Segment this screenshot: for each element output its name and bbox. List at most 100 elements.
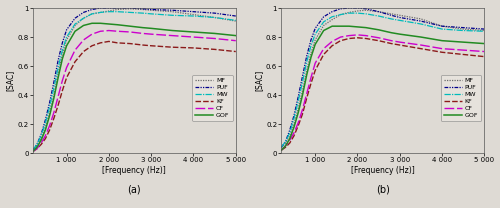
KF: [278, 149, 284, 151]
PUF: [338, 7, 344, 10]
CF: [60, 79, 66, 82]
Y-axis label: [SAC]: [SAC]: [254, 70, 263, 91]
KF: [42, 137, 48, 140]
PUF: [354, 7, 360, 9]
Line: GOF: GOF: [33, 23, 236, 152]
KF: [439, 51, 445, 53]
KF: [127, 42, 133, 45]
KF: [60, 89, 66, 92]
CF: [338, 36, 344, 38]
MW: [89, 13, 95, 15]
GOF: [482, 42, 488, 45]
GOF: [148, 27, 154, 30]
CF: [418, 44, 424, 46]
PUF: [482, 28, 488, 30]
PUF: [439, 25, 445, 27]
CF: [376, 37, 382, 39]
KF: [140, 44, 145, 46]
Line: MF: MF: [33, 9, 236, 150]
MW: [114, 10, 120, 13]
PUF: [363, 7, 369, 10]
MW: [418, 23, 424, 25]
Text: (a): (a): [128, 185, 141, 195]
CF: [388, 40, 394, 42]
MW: [304, 61, 310, 63]
Line: MW: MW: [33, 12, 236, 150]
GOF: [190, 31, 196, 33]
MF: [46, 111, 52, 114]
KF: [363, 37, 369, 40]
KF: [338, 40, 344, 42]
KF: [72, 61, 78, 63]
GOF: [363, 26, 369, 29]
MF: [418, 18, 424, 20]
KF: [30, 150, 36, 153]
X-axis label: [Frequency (Hz)]: [Frequency (Hz)]: [102, 166, 166, 175]
CF: [304, 92, 310, 95]
PUF: [64, 28, 70, 31]
CF: [190, 36, 196, 38]
MW: [233, 19, 239, 22]
GOF: [329, 25, 335, 27]
PUF: [190, 10, 196, 13]
KF: [51, 117, 57, 120]
KF: [329, 45, 335, 47]
MF: [439, 25, 445, 27]
PUF: [106, 7, 112, 9]
CF: [106, 29, 112, 32]
MF: [89, 13, 95, 15]
KF: [55, 104, 61, 106]
CF: [312, 62, 318, 64]
PUF: [170, 9, 175, 11]
Text: (b): (b): [376, 185, 390, 195]
MW: [287, 131, 293, 134]
PUF: [212, 12, 218, 14]
PUF: [300, 75, 306, 77]
GOF: [439, 40, 445, 42]
Y-axis label: [SAC]: [SAC]: [6, 70, 15, 91]
CF: [300, 108, 306, 111]
GOF: [46, 114, 52, 117]
MW: [296, 100, 302, 102]
MW: [38, 134, 44, 137]
Legend: MF, PUF, MW, KF, CF, GOF: MF, PUF, MW, KF, CF, GOF: [441, 75, 482, 121]
GOF: [354, 26, 360, 28]
GOF: [291, 126, 297, 128]
PUF: [42, 118, 48, 121]
GOF: [72, 30, 78, 32]
PUF: [55, 59, 61, 62]
MW: [282, 140, 288, 143]
CF: [212, 37, 218, 40]
MF: [30, 149, 36, 151]
GOF: [34, 146, 40, 149]
GOF: [42, 129, 48, 131]
KF: [190, 47, 196, 49]
KF: [170, 46, 175, 48]
MW: [148, 13, 154, 15]
Line: PUF: PUF: [282, 8, 484, 147]
PUF: [38, 133, 44, 135]
MF: [320, 24, 326, 27]
KF: [388, 42, 394, 45]
PUF: [388, 14, 394, 17]
PUF: [304, 55, 310, 57]
MW: [338, 13, 344, 16]
MF: [60, 53, 66, 56]
KF: [460, 53, 466, 56]
GOF: [296, 111, 302, 114]
KF: [80, 50, 86, 53]
KF: [106, 40, 112, 43]
MF: [460, 28, 466, 30]
PUF: [114, 7, 120, 9]
GOF: [282, 145, 288, 147]
MW: [212, 16, 218, 19]
GOF: [64, 45, 70, 47]
MW: [439, 28, 445, 30]
CF: [363, 34, 369, 37]
GOF: [304, 73, 310, 76]
CF: [30, 150, 36, 153]
PUF: [312, 27, 318, 30]
KF: [282, 146, 288, 149]
MF: [34, 145, 40, 147]
PUF: [34, 143, 40, 146]
